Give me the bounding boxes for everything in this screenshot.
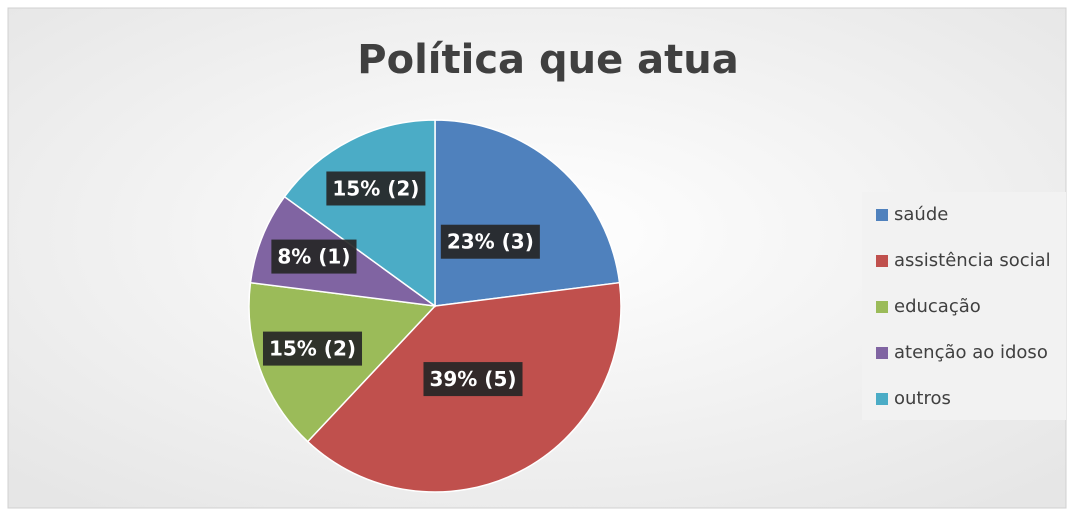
- data-label-text: 8% (1): [277, 245, 350, 269]
- data-label: 23% (3): [440, 224, 540, 259]
- data-label-text: 23% (3): [447, 230, 534, 254]
- legend-swatch: [876, 255, 888, 267]
- data-label: 15% (2): [326, 171, 426, 206]
- chart-title: Política que atua: [357, 37, 738, 83]
- data-label: 8% (1): [271, 239, 357, 274]
- legend-swatch: [876, 347, 888, 359]
- pie-slice: [434, 119, 621, 307]
- data-label-text: 39% (5): [429, 367, 516, 391]
- pie-slice: [283, 119, 436, 308]
- data-label-text: 15% (2): [332, 176, 419, 200]
- legend-swatch: [876, 209, 888, 221]
- data-label-box: [262, 331, 363, 366]
- legend-swatch: [876, 301, 888, 313]
- data-label: 39% (5): [423, 362, 523, 397]
- data-label: 15% (2): [262, 331, 363, 366]
- legend-label: outros: [894, 388, 951, 409]
- data-label-text: 15% (2): [269, 337, 356, 361]
- data-label-box: [423, 362, 523, 397]
- legend-label: atenção ao idoso: [894, 342, 1048, 363]
- legend-label: educação: [894, 296, 981, 317]
- legend-label: assistência social: [894, 250, 1051, 271]
- data-label-box: [326, 171, 426, 206]
- legend-swatch: [876, 393, 888, 405]
- data-label-box: [271, 239, 357, 274]
- legend-label: saúde: [894, 204, 948, 225]
- data-label-box: [440, 224, 540, 259]
- legend-box: [862, 192, 1066, 420]
